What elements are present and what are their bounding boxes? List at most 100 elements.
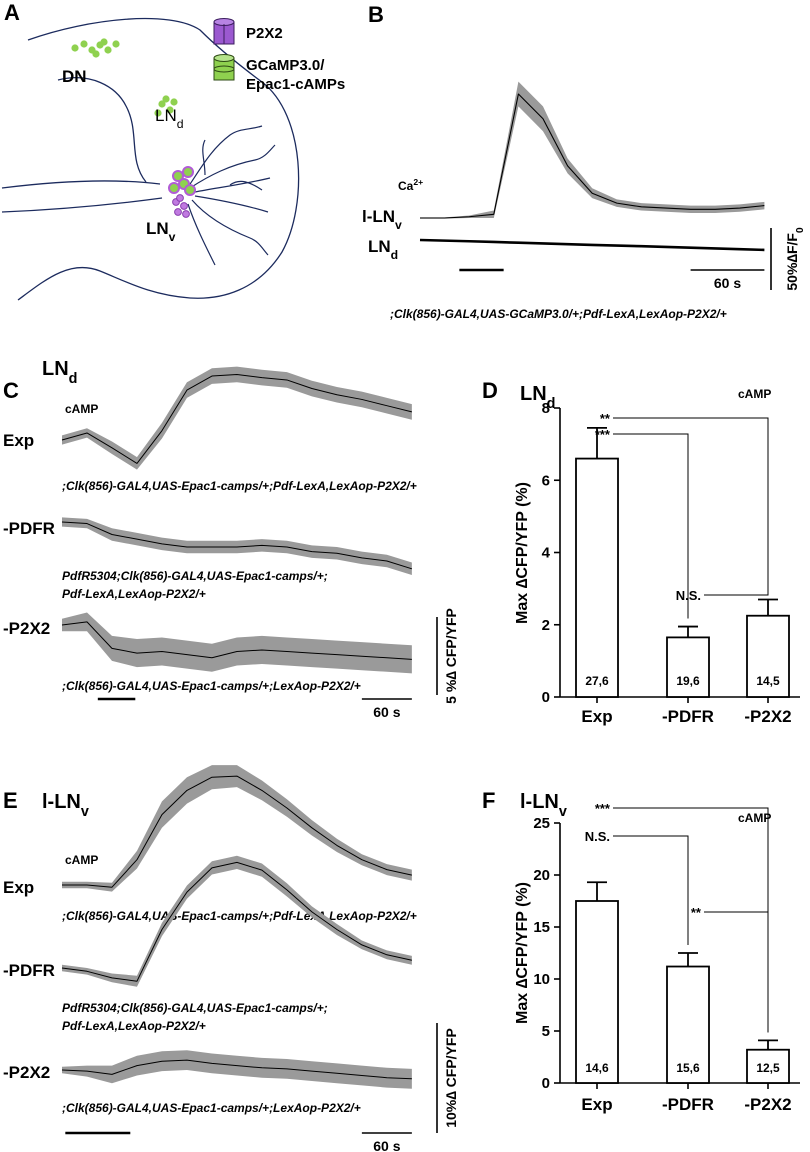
cell-dot (154, 109, 162, 117)
n-label: 19,6 (676, 674, 700, 688)
cell-dot (166, 106, 174, 114)
brain-outline (57, 77, 147, 183)
text-part: v (395, 218, 402, 232)
text-part: LN (368, 237, 391, 256)
y-axis-label: Max ∆CFP/YFP (%) (514, 482, 531, 624)
text-part: -PDFR (3, 961, 55, 980)
panel-title: LNd (42, 358, 77, 387)
text-part: cAMP (65, 853, 98, 867)
cell-label: LNd (155, 106, 184, 131)
text-part: 10%∆ CFP/YFP (443, 1028, 459, 1128)
series-label: -PDFR (3, 961, 55, 980)
x-tick-label: -P2X2 (744, 1095, 791, 1114)
panel-letter: F (482, 788, 495, 813)
x-tick-label: -P2X2 (744, 707, 791, 726)
x-tick-label: Exp (581, 1095, 612, 1114)
y-tick-label: 0 (542, 1075, 550, 1092)
trace (61, 861, 412, 982)
genotype: ;Clk(856)-GAL4,UAS-Epac1-camps/+;LexAop-… (62, 679, 361, 693)
panel-letter: C (3, 378, 19, 403)
y-tick-label: 25 (533, 815, 550, 832)
text-part: 5 %∆ CFP/YFP (443, 608, 459, 704)
cell-dot (172, 170, 184, 182)
n-label: 14,6 (585, 1061, 609, 1075)
cell-label: DN (62, 67, 87, 86)
text-part: d (177, 117, 184, 131)
brain-outline (17, 17, 300, 301)
text-part: Exp (3, 431, 34, 450)
cell-dot (174, 208, 182, 216)
text-part: DN (62, 67, 87, 86)
value-scale-label: 10%∆ CFP/YFP (443, 1028, 459, 1128)
x-tick-label: Exp (581, 707, 612, 726)
series-label: LNd (368, 237, 398, 262)
dendrite (187, 203, 216, 266)
panel-letter: B (368, 2, 384, 27)
text-part: l-LN (362, 207, 395, 226)
significance-label: ** (600, 411, 611, 426)
text-part: l-LN (42, 791, 81, 813)
cell-dot (170, 98, 178, 106)
cell-dot (182, 166, 194, 178)
y-tick-label: 4 (542, 545, 551, 562)
time-scale-label: 60 s (373, 704, 400, 720)
series-label: l-LNv (362, 207, 402, 232)
error-band (62, 612, 412, 674)
text-part: LN (155, 106, 177, 125)
text-part: cAMP (65, 402, 98, 416)
text-part: v (559, 804, 567, 820)
dendrites (185, 125, 276, 266)
significance-label: ** (691, 905, 702, 920)
text-part: LN (42, 358, 69, 380)
cell-dot (162, 95, 170, 103)
significance-bracket (613, 417, 769, 592)
time-scale-label: 60 s (373, 1138, 400, 1152)
text-part: 2+ (413, 177, 423, 187)
text-part: LN (146, 219, 169, 238)
text-part: Ca (398, 179, 414, 193)
series-label: Exp (3, 431, 34, 450)
annotation: cAMP (65, 853, 98, 867)
cell-dot (182, 210, 190, 218)
dendrite (189, 144, 276, 189)
cell-dot (100, 38, 108, 46)
text-part: d (391, 248, 398, 262)
trace (62, 775, 412, 888)
y-tick-label: 6 (542, 472, 550, 489)
cell-dot (168, 182, 180, 194)
cell-dot (180, 202, 188, 210)
text-part: cAMP (738, 387, 771, 401)
neuron-tract (1, 180, 161, 189)
error-band (420, 81, 765, 219)
n-label: 27,6 (585, 674, 609, 688)
trace (420, 93, 765, 219)
genotype: ;Clk(856)-GAL4,UAS-Epac1-camps/+;Pdf-Lex… (62, 909, 417, 923)
annotation: cAMP (738, 387, 771, 401)
series-label: -P2X2 (3, 1063, 50, 1082)
cell-dot (104, 46, 112, 54)
y-tick-label: 5 (542, 1023, 550, 1040)
n-label: 14,5 (756, 674, 780, 688)
genotype: ;Clk(856)-GAL4,UAS-Epac1-camps/+;Pdf-Lex… (62, 479, 417, 493)
error-band (62, 517, 412, 576)
significance-bracket (613, 835, 689, 945)
significance-label: N.S. (676, 588, 701, 603)
dendrite (229, 180, 263, 191)
dendrite (194, 177, 271, 193)
icon-line (213, 65, 235, 73)
genotype: PdfR5304;Clk(856)-GAL4,UAS-Epac1-camps/+… (62, 569, 328, 583)
cell-dot (71, 44, 79, 52)
panel-title: l-LNv (42, 791, 89, 820)
annotation: Ca2+ (398, 177, 423, 193)
y-tick-label: 2 (542, 617, 550, 634)
text-part: v (81, 804, 89, 820)
trace (419, 238, 765, 252)
legend-icon-gcamp (213, 54, 235, 81)
panel-letter: E (3, 788, 18, 813)
text-part: 50%∆F/F (784, 233, 800, 291)
cell-dot (176, 194, 184, 202)
cell-dot (80, 40, 88, 48)
panel-title: LNd (520, 383, 555, 412)
neuron-tract (1, 197, 163, 213)
